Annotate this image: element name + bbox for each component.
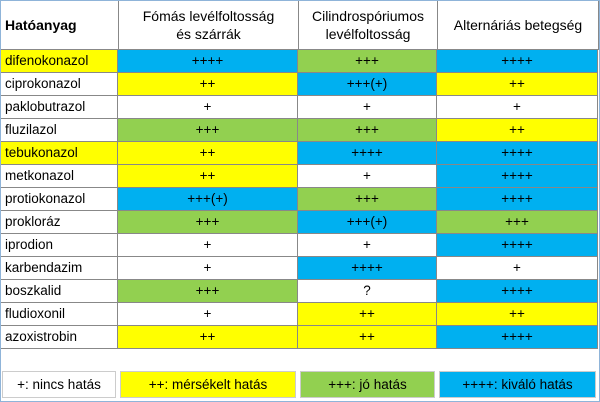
- rating-cell: ++: [298, 303, 437, 326]
- rating-cell: +: [298, 234, 437, 257]
- rating-cell: +++: [298, 119, 437, 142]
- rating-cell: ++++: [118, 50, 298, 73]
- rating-cell: ++: [437, 73, 598, 96]
- rating-cell: ++: [118, 73, 298, 96]
- row-name: iprodion: [1, 234, 118, 257]
- row-name: metkonazol: [1, 165, 118, 188]
- legend-item: ++++: kiváló hatás: [439, 371, 596, 398]
- rating-cell: +++: [118, 280, 298, 303]
- rating-cell: +++(+): [298, 211, 437, 234]
- rating-cell: +: [298, 165, 437, 188]
- row-name: tebukonazol: [1, 142, 118, 165]
- rating-cell: ?: [298, 280, 437, 303]
- header-cell: Hatóanyag: [1, 1, 119, 50]
- row-name: fludioxonil: [1, 303, 118, 326]
- rating-cell: ++: [298, 326, 437, 349]
- rating-cell: ++++: [298, 142, 437, 165]
- rating-cell: ++++: [437, 280, 598, 303]
- rating-cell: +: [437, 96, 598, 119]
- legend-item: ++: mérsékelt hatás: [120, 371, 296, 398]
- rating-cell: ++: [437, 119, 598, 142]
- rating-cell: ++++: [437, 142, 598, 165]
- rating-cell: +++: [118, 211, 298, 234]
- rating-cell: ++++: [437, 188, 598, 211]
- legend-item: +: nincs hatás: [2, 371, 116, 398]
- rating-cell: +: [118, 234, 298, 257]
- row-name: boszkalid: [1, 280, 118, 303]
- legend-item: +++: jó hatás: [300, 371, 435, 398]
- rating-cell: ++: [118, 326, 298, 349]
- header-cell: Fómás levélfoltosság és szárrák: [119, 1, 299, 50]
- row-name: difenokonazol: [1, 50, 118, 73]
- rating-cell: +++: [298, 188, 437, 211]
- row-name: fluzilazol: [1, 119, 118, 142]
- row-name: karbendazim: [1, 257, 118, 280]
- rating-cell: +: [118, 96, 298, 119]
- rating-cell: +: [118, 303, 298, 326]
- header-cell: Alternáriás betegség: [438, 1, 599, 50]
- rating-cell: ++: [118, 142, 298, 165]
- rating-cell: +++(+): [118, 188, 298, 211]
- row-name: prokloráz: [1, 211, 118, 234]
- rating-cell: +++(+): [298, 73, 437, 96]
- rating-cell: ++++: [437, 165, 598, 188]
- rating-cell: ++++: [298, 257, 437, 280]
- header-cell: Cilindrospóriumos levélfoltosság: [299, 1, 438, 50]
- rating-cell: +: [437, 257, 598, 280]
- rating-cell: +: [298, 96, 437, 119]
- row-name: ciprokonazol: [1, 73, 118, 96]
- row-name: azoxistrobin: [1, 326, 118, 349]
- row-name: paklobutrazol: [1, 96, 118, 119]
- rating-cell: +: [118, 257, 298, 280]
- rating-cell: ++++: [437, 234, 598, 257]
- rating-cell: +++: [118, 119, 298, 142]
- rating-cell: ++: [437, 303, 598, 326]
- rating-cell: +++: [437, 211, 598, 234]
- rating-cell: ++: [118, 165, 298, 188]
- rating-cell: ++++: [437, 326, 598, 349]
- row-name: protiokonazol: [1, 188, 118, 211]
- rating-cell: +++: [298, 50, 437, 73]
- rating-cell: ++++: [437, 50, 598, 73]
